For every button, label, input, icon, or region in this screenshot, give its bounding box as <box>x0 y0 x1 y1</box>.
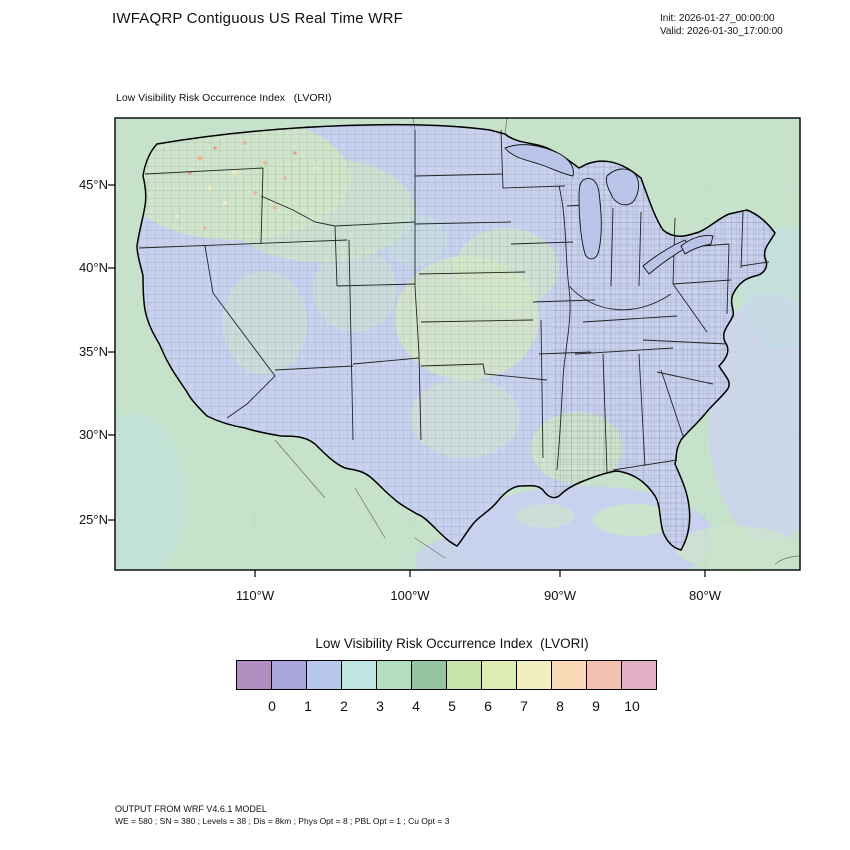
colorbar-tick-label: 5 <box>448 698 456 714</box>
colorbar-tick-label: 0 <box>268 698 276 714</box>
state-borders <box>138 129 770 473</box>
great-lakes <box>504 144 714 275</box>
footer-model-line: OUTPUT FROM WRF V4.6.1 MODEL <box>115 804 267 814</box>
run-times: Init: 2026-01-27_00:00:00 Valid: 2026-01… <box>660 12 783 38</box>
axis-ticks <box>108 184 706 577</box>
colorbar-tick-label: 9 <box>592 698 600 714</box>
init-time: Init: 2026-01-27_00:00:00 <box>660 13 775 24</box>
colorbar-cell <box>306 660 342 690</box>
legend-title: Low Visibility Risk Occurrence Index (LV… <box>315 636 589 651</box>
colorbar-tick-label: 7 <box>520 698 528 714</box>
colorbar-cell <box>516 660 552 690</box>
colorbar-tick-label: 8 <box>556 698 564 714</box>
colorbar-cell <box>621 660 657 690</box>
colorbar-cell <box>271 660 307 690</box>
y-axis-label-35n: 35°N <box>78 344 108 359</box>
colorbar-tick-label: 3 <box>376 698 384 714</box>
colorbar-cell <box>376 660 412 690</box>
map-subtitle: Low Visibility Risk Occurrence Index (LV… <box>116 92 332 104</box>
page-title: IWFAQRP Contiguous US Real Time WRF <box>112 10 403 27</box>
x-axis-label-100w: 100°W <box>390 588 430 603</box>
colorbar-cell <box>446 660 482 690</box>
colorbar-labels: 0 1 2 3 4 5 6 7 8 9 10 <box>254 698 650 714</box>
x-axis-label-110w: 110°W <box>235 588 275 603</box>
colorbar-cell <box>551 660 587 690</box>
y-axis-label-25n: 25°N <box>78 512 108 527</box>
colorbar-cell <box>586 660 622 690</box>
map-canvas <box>108 117 801 577</box>
colorbar-cell <box>481 660 517 690</box>
colorbar-tick-label: 4 <box>412 698 420 714</box>
y-axis-label-40n: 40°N <box>78 260 108 275</box>
y-axis-label-30n: 30°N <box>78 427 108 442</box>
colorbar <box>236 660 668 690</box>
colorbar-cell <box>236 660 272 690</box>
colorbar-tick-label: 1 <box>304 698 312 714</box>
valid-time: Valid: 2026-01-30_17:00:00 <box>660 26 783 37</box>
foreign-borders <box>274 118 800 565</box>
map-frame <box>114 117 801 571</box>
colorbar-tick-label: 2 <box>340 698 348 714</box>
us-outline <box>136 123 776 551</box>
colorbar-cell <box>341 660 377 690</box>
x-axis-label-80w: 80°W <box>689 588 721 603</box>
colorbar-tick-label: 6 <box>484 698 492 714</box>
x-axis-label-90w: 90°W <box>544 588 576 603</box>
footer-config-line: WE = 580 ; SN = 380 ; Levels = 38 ; Dis … <box>115 816 450 826</box>
us-map <box>108 117 801 577</box>
y-axis-label-45n: 45°N <box>78 177 108 192</box>
colorbar-tick-label: 10 <box>624 698 640 714</box>
colorbar-cell <box>411 660 447 690</box>
